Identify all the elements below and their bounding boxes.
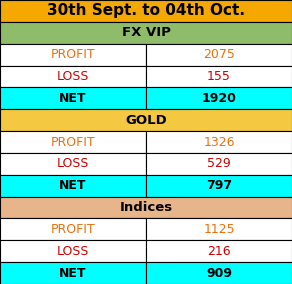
Bar	[0, 22, 292, 44]
Text: 529: 529	[207, 157, 231, 170]
Text: PROFIT: PROFIT	[51, 223, 95, 236]
Bar	[0, 109, 292, 131]
Text: PROFIT: PROFIT	[51, 48, 95, 61]
Bar	[146, 66, 292, 87]
Text: NET: NET	[59, 92, 87, 105]
Text: 155: 155	[207, 70, 231, 83]
Bar	[0, 175, 146, 197]
Text: 216: 216	[207, 245, 231, 258]
Text: NET: NET	[59, 179, 87, 192]
Text: LOSS: LOSS	[57, 70, 89, 83]
Bar	[0, 87, 146, 109]
Bar	[0, 218, 146, 240]
Bar	[0, 197, 292, 218]
Bar	[146, 131, 292, 153]
Bar	[0, 131, 146, 153]
Bar	[0, 240, 146, 262]
Text: LOSS: LOSS	[57, 157, 89, 170]
Text: 909: 909	[206, 267, 232, 279]
Text: NET: NET	[59, 267, 87, 279]
Bar	[146, 262, 292, 284]
Text: 30th Sept. to 04th Oct.: 30th Sept. to 04th Oct.	[47, 3, 245, 18]
Bar	[0, 0, 292, 22]
Text: 1326: 1326	[203, 135, 235, 149]
Text: 1920: 1920	[201, 92, 237, 105]
Bar	[146, 175, 292, 197]
Text: 1125: 1125	[203, 223, 235, 236]
Text: PROFIT: PROFIT	[51, 135, 95, 149]
Bar	[146, 153, 292, 175]
Bar	[146, 218, 292, 240]
Bar	[0, 44, 146, 66]
Bar	[0, 153, 146, 175]
Bar	[146, 44, 292, 66]
Text: FX VIP: FX VIP	[121, 26, 171, 39]
Bar	[0, 66, 146, 87]
Text: 797: 797	[206, 179, 232, 192]
Bar	[146, 87, 292, 109]
Bar	[146, 240, 292, 262]
Text: Indices: Indices	[119, 201, 173, 214]
Text: GOLD: GOLD	[125, 114, 167, 127]
Text: LOSS: LOSS	[57, 245, 89, 258]
Bar	[0, 262, 146, 284]
Text: 2075: 2075	[203, 48, 235, 61]
